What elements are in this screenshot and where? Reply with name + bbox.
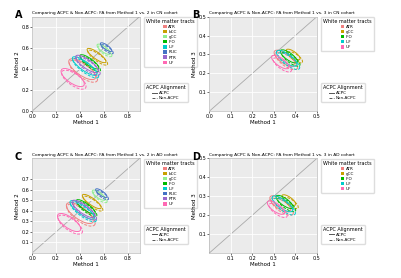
Y-axis label: Method 3: Method 3 <box>192 51 197 77</box>
Text: Comparing ACPC & Non-ACPC: FA from Method 1 vs. 2 in CN cohort: Comparing ACPC & Non-ACPC: FA from Metho… <box>32 11 178 15</box>
Text: Comparing ACPC & Non-ACPC: FA from Method 1 vs. 3 in CN cohort: Comparing ACPC & Non-ACPC: FA from Metho… <box>209 11 355 15</box>
Text: Comparing ACPC & Non-ACPC: FA from Method 1 vs. 3 in AD cohort: Comparing ACPC & Non-ACPC: FA from Metho… <box>209 153 355 157</box>
Legend: ACPC, Non-ACPC: ACPC, Non-ACPC <box>321 225 365 244</box>
Legend: ACPC, Non-ACPC: ACPC, Non-ACPC <box>144 225 188 244</box>
Text: B: B <box>192 10 200 20</box>
Text: Comparing ACPC & Non-ACPC: FA from Method 1 vs. 2 in AD cohort: Comparing ACPC & Non-ACPC: FA from Metho… <box>32 153 178 157</box>
Text: D: D <box>192 152 200 162</box>
Legend: ACPC, Non-ACPC: ACPC, Non-ACPC <box>144 83 188 102</box>
X-axis label: Method 1: Method 1 <box>250 262 276 267</box>
Y-axis label: Method 2: Method 2 <box>15 193 20 219</box>
Text: A: A <box>15 10 22 20</box>
Y-axis label: Method 3: Method 3 <box>192 193 197 219</box>
X-axis label: Method 1: Method 1 <box>73 262 99 267</box>
Text: C: C <box>15 152 22 162</box>
X-axis label: Method 1: Method 1 <box>250 120 276 125</box>
Y-axis label: Method 2: Method 2 <box>15 51 20 77</box>
X-axis label: Method 1: Method 1 <box>73 120 99 125</box>
Legend: ACPC, Non-ACPC: ACPC, Non-ACPC <box>321 83 365 102</box>
